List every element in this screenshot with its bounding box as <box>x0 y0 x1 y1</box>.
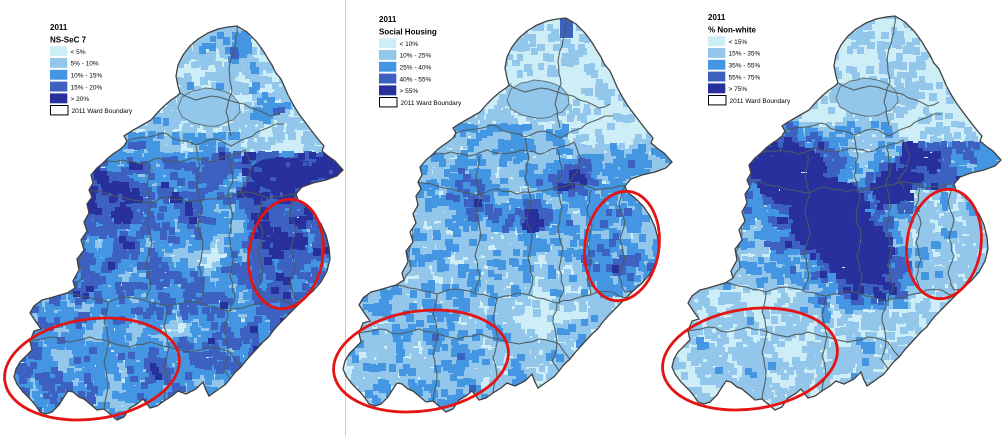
svg-text:> 75%: > 75% <box>729 86 748 93</box>
svg-text:< 5%: < 5% <box>71 49 86 56</box>
svg-text:10% - 15%: 10% - 15% <box>71 73 103 80</box>
svg-text:NS-SeC 7: NS-SeC 7 <box>50 36 87 45</box>
svg-text:25% - 40%: 25% - 40% <box>400 65 432 72</box>
svg-text:2011: 2011 <box>379 15 397 24</box>
svg-text:35% - 55%: 35% - 55% <box>729 63 761 70</box>
svg-text:< 15%: < 15% <box>729 39 748 46</box>
svg-text:2011 Ward Boundary: 2011 Ward Boundary <box>730 98 791 105</box>
svg-text:2011: 2011 <box>708 13 726 22</box>
svg-text:55% - 75%: 55% - 75% <box>729 74 761 81</box>
svg-text:2011 Ward Boundary: 2011 Ward Boundary <box>72 108 133 115</box>
svg-text:2011: 2011 <box>50 23 68 32</box>
svg-text:> 20%: > 20% <box>71 96 90 103</box>
svg-text:5% - 10%: 5% - 10% <box>71 61 99 68</box>
svg-text:2011 Ward Boundary: 2011 Ward Boundary <box>401 100 462 107</box>
svg-text:< 10%: < 10% <box>400 41 419 48</box>
svg-text:> 55%: > 55% <box>400 88 419 95</box>
svg-text:Social Housing: Social Housing <box>379 28 437 37</box>
svg-text:% Non-white: % Non-white <box>708 26 757 35</box>
svg-text:40% - 55%: 40% - 55% <box>400 76 432 83</box>
svg-text:10% - 25%: 10% - 25% <box>400 53 432 60</box>
svg-text:15% - 20%: 15% - 20% <box>71 84 103 91</box>
svg-text:15% - 35%: 15% - 35% <box>729 51 761 58</box>
